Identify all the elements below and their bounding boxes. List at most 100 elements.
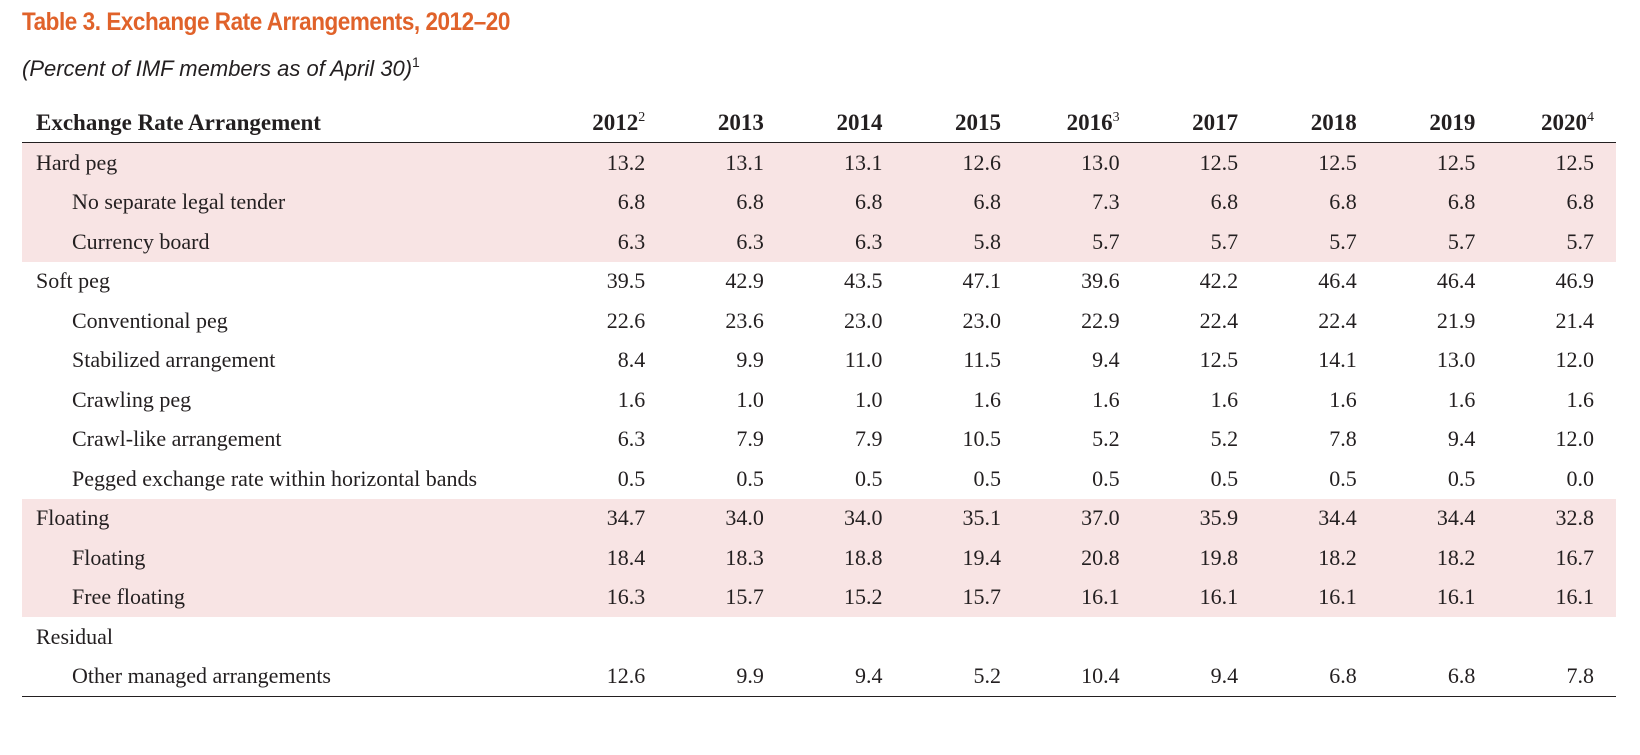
cell-value: 47.1	[962, 268, 1002, 294]
cell-value	[1023, 617, 1142, 657]
cell-value: 21.4	[1555, 307, 1595, 333]
cell-value	[786, 617, 905, 657]
row-label: Floating	[22, 538, 549, 578]
cell-value: 34.0	[785, 498, 905, 538]
cell-value: 16.1	[1141, 577, 1261, 617]
row-label: Residual	[36, 623, 113, 649]
header-year-label: 2016	[1066, 110, 1113, 135]
cell-value: 23.0	[962, 307, 1002, 333]
cell-value: 12.5	[1378, 142, 1498, 183]
cell-value: 6.3	[548, 222, 668, 262]
cell-value: 14.1	[1318, 347, 1357, 373]
cell-value: 13.1	[785, 142, 905, 183]
cell-value: 12.5	[1141, 142, 1261, 183]
cell-value: 23.0	[843, 307, 883, 333]
header-year-2019: 2019	[1378, 104, 1498, 143]
table-subtitle: (Percent of IMF members as of April 30)1	[22, 54, 420, 82]
cell-value: 7.9	[854, 426, 883, 452]
cell-value: 16.1	[1497, 577, 1616, 617]
subtitle-text: (Percent of IMF members as of April 30)	[22, 56, 413, 81]
table-row: Crawl-like arrangement 6.3 7.9 7.9 10.5 5.2 5.…	[22, 420, 1616, 460]
cell-value: 9.9	[736, 347, 764, 373]
cell-value: 6.8	[1378, 656, 1498, 697]
cell-value: 20.8	[1023, 538, 1142, 578]
cell-value: 11.0	[844, 347, 883, 373]
cell-value: 12.5	[1199, 347, 1239, 373]
row-label: No separate legal tender	[22, 182, 549, 222]
row-label: Currency board	[22, 222, 549, 262]
cell-value: 32.8	[1497, 498, 1616, 538]
header-year-2014: 2014	[785, 104, 905, 143]
cell-value: 9.4	[1141, 656, 1261, 697]
cell-value: 5.7	[1497, 222, 1616, 262]
exchange-rate-table: Exchange Rate Arrangement 20122 2013 2014 2…	[22, 104, 1616, 697]
table-body: Hard peg 13.2 13.1 13.1 12.6 13.0 12.5 12.5 12.5…	[22, 142, 1616, 697]
cell-value: 16.3	[548, 577, 668, 617]
table-row: Stabilized arrangement 8.4 9.9 11.0 11.5 9.4 1…	[22, 341, 1616, 381]
table-row: Soft peg 39.5 42.9 43.5 47.1 39.6 42.2 46.4 46.4…	[22, 262, 1616, 302]
cell-value: 0.5	[1329, 465, 1357, 491]
cell-value: 1.6	[1447, 386, 1476, 412]
cell-value: 6.8	[1260, 182, 1379, 222]
header-year-2020: 20204	[1497, 104, 1616, 143]
header-year-label: 2019	[1429, 110, 1476, 135]
cell-value: 6.8	[548, 182, 668, 222]
cell-value: 0.5	[854, 465, 883, 491]
cell-value: 7.3	[1023, 182, 1142, 222]
cell-value: 19.8	[1141, 538, 1261, 578]
cell-value: 5.7	[1141, 222, 1261, 262]
cell-value: 34.7	[548, 498, 668, 538]
header-year-label: 2018	[1310, 110, 1357, 135]
row-label: Free floating	[22, 577, 549, 617]
cell-value: 1.6	[1329, 386, 1357, 412]
table-row: Conventional peg 22.6 23.6 23.0 23.0 22.9 22.4…	[22, 301, 1616, 341]
header-year-footnote: 3	[1112, 110, 1120, 125]
cell-value: 13.0	[1023, 142, 1142, 183]
header-year-label: 2013	[717, 110, 764, 135]
cell-value: 0.0	[1566, 465, 1595, 491]
header-year-2017: 2017	[1141, 104, 1261, 143]
header-year-2015: 2015	[904, 104, 1024, 143]
cell-value: 15.7	[904, 577, 1024, 617]
cell-value: 16.1	[1378, 577, 1498, 617]
cell-value: 18.4	[548, 538, 668, 578]
cell-value: 6.8	[1497, 182, 1616, 222]
cell-value: 10.4	[1023, 656, 1142, 697]
cell-value: 23.6	[725, 307, 764, 333]
cell-value: 6.3	[617, 426, 646, 452]
cell-value: 1.6	[1566, 386, 1595, 412]
header-year-label: 2012	[592, 110, 639, 135]
cell-value: 5.7	[1378, 222, 1498, 262]
cell-value	[1379, 617, 1498, 657]
cell-value	[549, 617, 668, 657]
cell-value: 0.5	[1447, 465, 1476, 491]
cell-value: 18.8	[785, 538, 905, 578]
table-row: Floating 18.4 18.3 18.8 19.4 20.8 19.8 18.2 18.2…	[22, 538, 1616, 578]
cell-value: 18.3	[667, 538, 786, 578]
cell-value: 39.6	[1081, 268, 1120, 294]
header-year-label: 2020	[1541, 110, 1587, 135]
table-row: No separate legal tender 6.8 6.8 6.8 6.8 7.3 6…	[22, 182, 1616, 222]
header-year-label: 2015	[955, 110, 1002, 135]
cell-value: 6.8	[1260, 656, 1379, 697]
row-label: Floating	[22, 498, 549, 538]
table-row: Other managed arrangements 12.6 9.9 9.4 5.2 1…	[22, 656, 1616, 697]
cell-value: 6.8	[1378, 182, 1498, 222]
cell-value: 18.2	[1378, 538, 1498, 578]
cell-value: 6.8	[1141, 182, 1261, 222]
cell-value: 22.9	[1081, 307, 1120, 333]
cell-value: 5.2	[1210, 426, 1239, 452]
cell-value: 22.6	[606, 307, 646, 333]
cell-value: 1.6	[617, 386, 646, 412]
cell-value: 5.2	[1092, 426, 1120, 452]
header-year-label: 2014	[836, 110, 883, 135]
header-year-2018: 2018	[1260, 104, 1379, 143]
cell-value: 0.5	[1092, 465, 1120, 491]
cell-value: 18.2	[1260, 538, 1379, 578]
cell-value: 0.5	[1210, 465, 1239, 491]
subtitle-footnote: 1	[412, 54, 420, 70]
cell-value: 13.0	[1436, 347, 1476, 373]
row-label: Crawl-like arrangement	[72, 426, 282, 452]
table-row: Pegged exchange rate within horizontal b…	[22, 459, 1616, 499]
row-label: Other managed arrangements	[22, 656, 549, 697]
